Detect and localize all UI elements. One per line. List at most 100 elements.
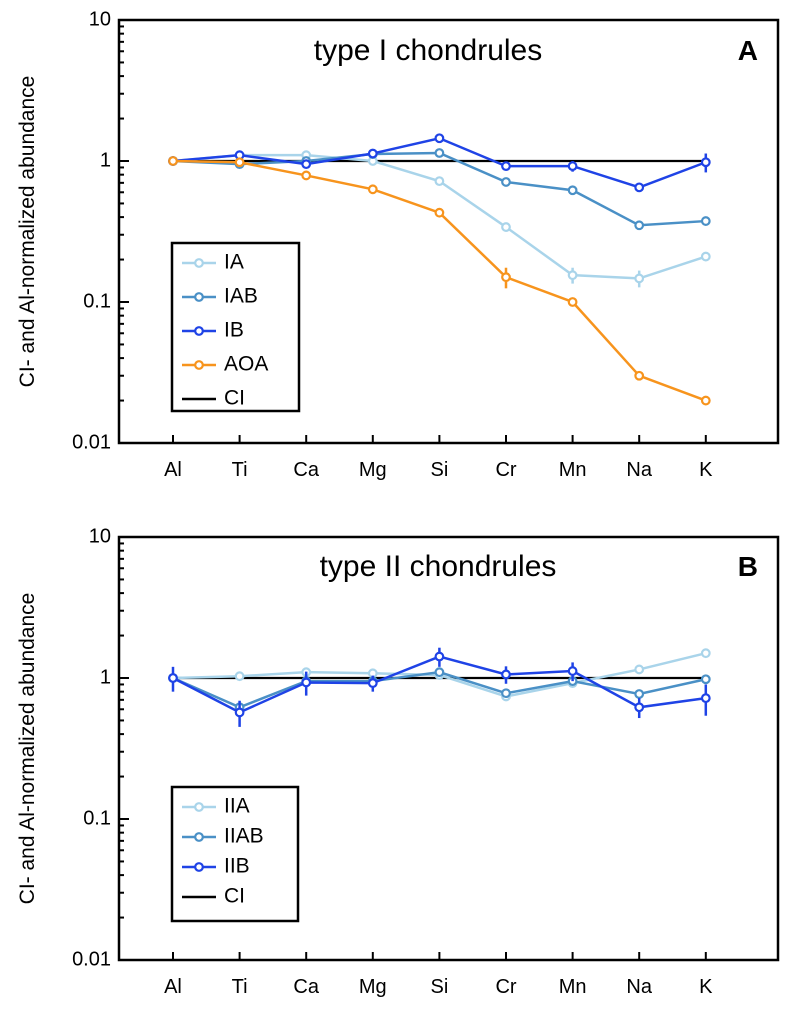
series-ib [168, 133, 711, 193]
x-tick-label: Ti [232, 459, 248, 481]
y-axis-title: CI- and Al-normalized abundance [16, 593, 39, 905]
data-point [567, 161, 578, 172]
data-point [434, 667, 445, 678]
data-point [434, 207, 445, 218]
y-tick-label: 10 [89, 525, 111, 547]
data-point [634, 702, 645, 713]
plot-frame [117, 535, 780, 962]
legend-marker [194, 802, 204, 812]
legend-label: CI [224, 885, 245, 908]
x-tick-label: K [699, 459, 713, 481]
data-point [700, 395, 711, 406]
y-axis-title: CI- and Al-normalized abundance [16, 76, 39, 388]
legend-label: IA [224, 251, 244, 274]
panel-letter: B [738, 551, 758, 582]
data-point [301, 170, 312, 181]
data-point [501, 222, 511, 232]
data-point [367, 678, 378, 689]
legend-label: CI [224, 387, 245, 410]
data-point [234, 671, 245, 682]
data-point [634, 370, 645, 381]
chart-title: type I chondrules [314, 34, 542, 67]
x-tick-label: Ti [232, 976, 248, 998]
legend-marker [194, 832, 204, 842]
data-point [234, 707, 245, 718]
data-point [700, 216, 711, 226]
panel-letter: A [738, 35, 758, 66]
x-tick-label: Si [431, 976, 449, 998]
x-tick-label: Si [431, 459, 449, 481]
data-point [567, 666, 578, 676]
legend-label: IIA [224, 795, 250, 818]
x-tick-label: Na [626, 976, 652, 998]
data-point [634, 273, 645, 284]
x-tick-label: Al [164, 459, 182, 481]
data-point [700, 693, 711, 704]
chart-panel-a: 0.01 0.1 1 10 Al Ti Ca Mg Si Cr Mn Na K CI- and Al-no… [16, 8, 780, 481]
y-tick-label: 0.1 [83, 290, 111, 312]
data-point [367, 148, 378, 159]
legend-marker [194, 360, 204, 370]
data-point [567, 185, 578, 196]
legend-marker [194, 292, 204, 302]
plot-frame [117, 18, 780, 445]
legend: IA IAB IB AOA CI [170, 241, 301, 413]
legend: IIA IIAB IIB CI [170, 785, 300, 923]
x-tick-label: Cr [495, 459, 516, 481]
data-point [634, 664, 645, 675]
data-point [567, 270, 578, 281]
y-tick-label: 0.01 [72, 948, 111, 970]
y-tick-label: 0.1 [83, 807, 111, 829]
data-point [634, 220, 645, 231]
data-point [434, 148, 445, 158]
data-point [434, 651, 445, 662]
legend-box [170, 785, 300, 923]
data-point [501, 272, 511, 283]
data-point [700, 251, 711, 262]
y-tick-label: 1 [100, 666, 111, 688]
series-iib [168, 647, 711, 727]
data-point [168, 673, 178, 683]
data-point [700, 648, 711, 659]
data-point [501, 177, 511, 187]
legend-box [170, 241, 301, 413]
y-tick-label: 0.01 [72, 431, 111, 453]
series-aoa [168, 156, 711, 406]
x-tick-label: Mg [359, 459, 387, 481]
x-tick-label: Mn [559, 976, 587, 998]
data-point [501, 688, 511, 699]
legend-marker [194, 862, 204, 872]
x-tick-label: Mn [559, 459, 587, 481]
data-point [501, 161, 511, 172]
y-tick-label: 10 [89, 8, 111, 30]
legend-label: IIAB [224, 825, 264, 848]
data-point [301, 159, 312, 170]
legend-label: IB [224, 319, 244, 342]
data-point [501, 669, 511, 680]
x-tick-label: K [699, 976, 713, 998]
data-point [168, 156, 178, 166]
chart-panel-b: 0.01 0.1 1 10 Al Ti Ca Mg Si Cr Mn Na K CI- and Al-no… [16, 525, 780, 998]
data-point [234, 157, 245, 168]
data-point [634, 689, 645, 699]
x-tick-label: Mg [359, 976, 387, 998]
legend-marker [194, 326, 204, 336]
data-point [634, 182, 645, 193]
chart-title: type II chondrules [320, 550, 557, 583]
data-point [700, 674, 711, 685]
x-tick-label: Cr [495, 976, 516, 998]
data-point [367, 184, 378, 195]
legend-label: IAB [224, 285, 258, 308]
data-point [301, 677, 312, 688]
data-point [567, 297, 578, 307]
x-tick-label: Ca [293, 459, 319, 481]
x-tick-label: Ca [293, 976, 319, 998]
legend-label: AOA [224, 353, 268, 376]
data-point [434, 133, 445, 144]
data-point [434, 176, 445, 187]
x-tick-label: Al [164, 976, 182, 998]
legend-marker [194, 258, 204, 268]
x-tick-label: Na [626, 459, 652, 481]
data-point [700, 157, 711, 168]
